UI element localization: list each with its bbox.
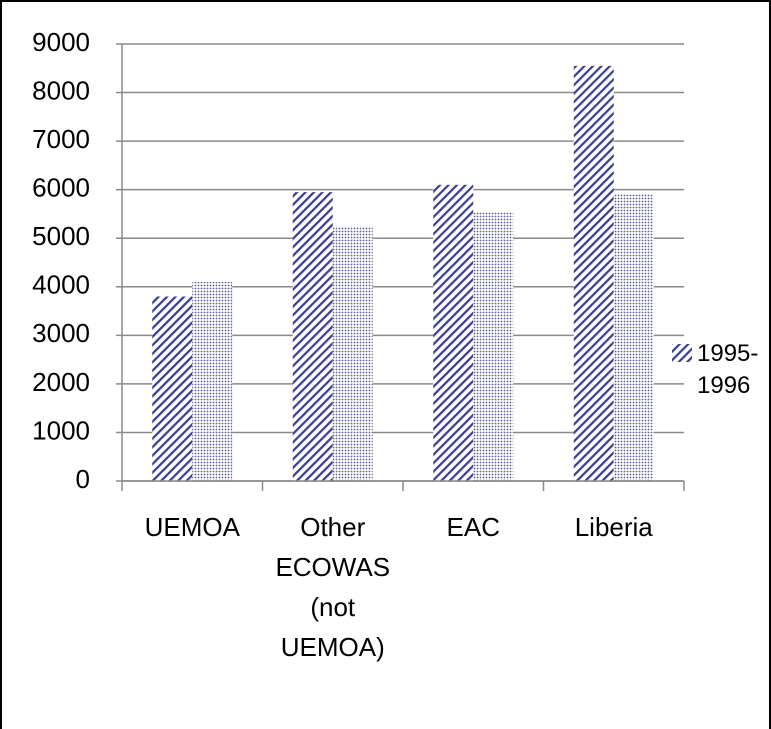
bar [152,296,193,481]
y-tick-label: 1000 [32,415,90,445]
x-tick-label: Liberia [574,512,653,542]
y-tick-label: 3000 [32,318,90,348]
bar [192,281,233,481]
y-tick-label: 8000 [32,75,90,105]
y-tick-label: 2000 [32,367,90,397]
y-tick-label: 6000 [32,173,90,203]
bar [573,65,614,481]
legend-label: 1995-1996 [697,340,759,399]
y-tick-label: 7000 [32,124,90,154]
y-tick-label: 5000 [32,221,90,251]
bar [433,184,474,482]
bar [473,211,514,481]
x-tick-label: UEMOA [144,512,240,542]
y-tick-label: 0 [76,464,90,494]
x-tick-label: EAC [446,512,500,542]
y-tick-label: 9000 [32,27,90,57]
bar [332,226,373,481]
legend-swatch [672,344,692,362]
bar [613,194,654,481]
bar [292,192,333,481]
y-tick-label: 4000 [32,270,90,300]
x-tick-label: Other ECOWAS (not UEMOA) [275,512,391,662]
